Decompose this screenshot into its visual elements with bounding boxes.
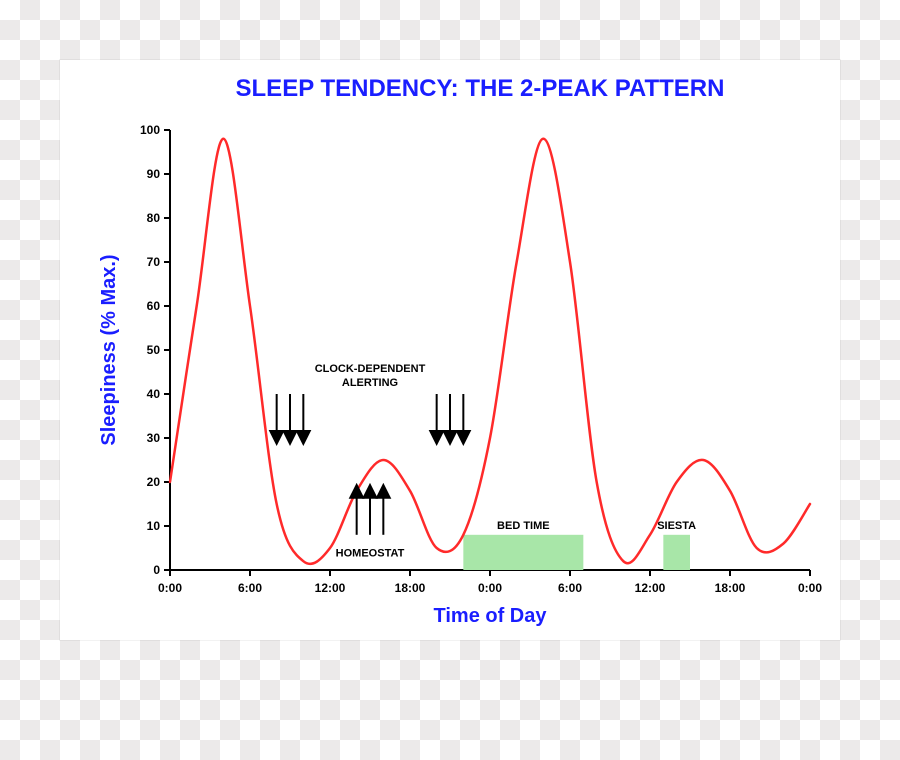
y-tick-label: 50 [147, 343, 161, 357]
bed-time-band [463, 535, 583, 570]
y-tick-label: 100 [140, 123, 160, 137]
sleep-tendency-chart: SLEEP TENDENCY: THE 2-PEAK PATTERN 0 10 20 3… [60, 60, 840, 640]
x-tick-label: 0:00 [798, 581, 822, 595]
y-tick-label: 70 [147, 255, 161, 269]
y-tick-label: 90 [147, 167, 161, 181]
y-tick-label: 60 [147, 299, 161, 313]
y-tick-label: 0 [153, 563, 160, 577]
y-tick-label: 20 [147, 475, 161, 489]
y-tick-label: 10 [147, 519, 161, 533]
x-tick-label: 12:00 [315, 581, 346, 595]
x-tick-label: 18:00 [715, 581, 746, 595]
chart-title: SLEEP TENDENCY: THE 2-PEAK PATTERN [236, 75, 725, 102]
clock-alerting-label-2: ALERTING [342, 377, 398, 389]
x-tick-label: 6:00 [238, 581, 262, 595]
x-tick-label: 18:00 [395, 581, 426, 595]
x-axis-label: Time of Day [434, 605, 548, 627]
y-tick-label: 30 [147, 431, 161, 445]
x-tick-label: 0:00 [478, 581, 502, 595]
y-tick-label: 40 [147, 387, 161, 401]
siesta-label: SIESTA [657, 520, 696, 532]
x-tick-label: 12:00 [635, 581, 666, 595]
y-tick-label: 80 [147, 211, 161, 225]
sleepiness-line [170, 139, 810, 564]
chart-panel: SLEEP TENDENCY: THE 2-PEAK PATTERN 0 10 20 3… [60, 60, 840, 640]
siesta-band [663, 535, 690, 570]
x-tick-label: 0:00 [158, 581, 182, 595]
clock-alerting-label-1: CLOCK-DEPENDENT [315, 363, 426, 375]
y-axis-label: Sleepiness (% Max.) [98, 254, 120, 445]
bed-time-label: BED TIME [497, 520, 550, 532]
homeostat-label: HOMEOSTAT [336, 547, 405, 559]
x-tick-label: 6:00 [558, 581, 582, 595]
